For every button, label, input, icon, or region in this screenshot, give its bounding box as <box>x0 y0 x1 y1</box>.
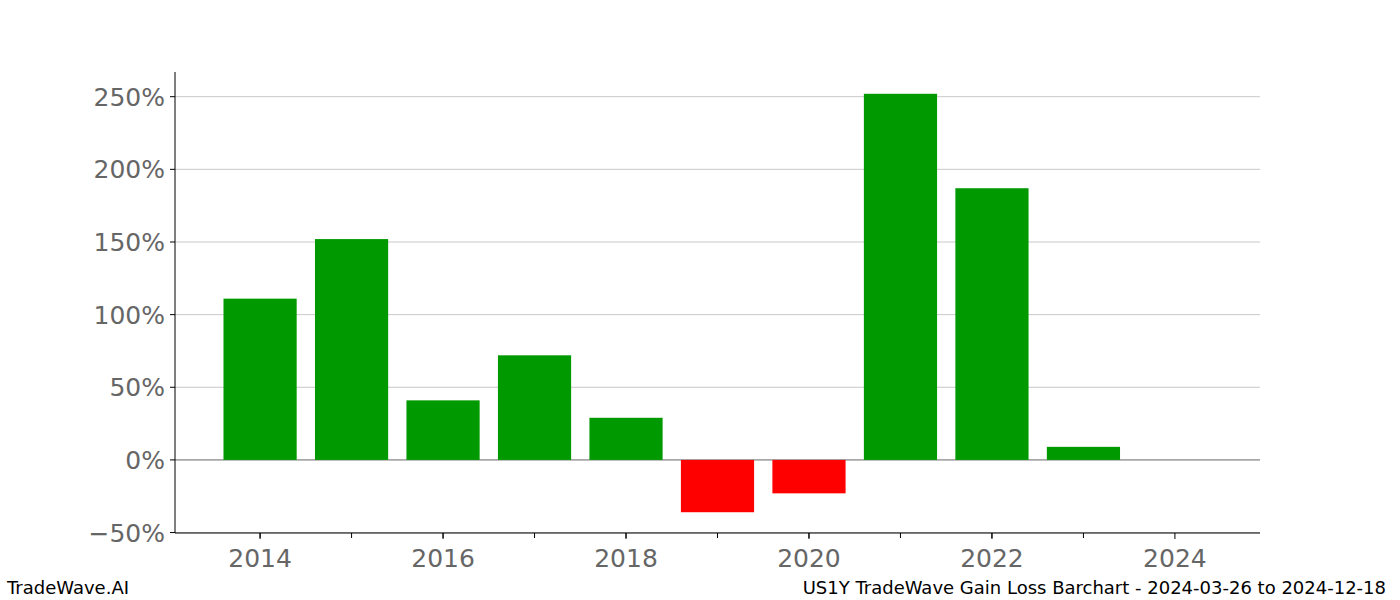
x-tick-label: 2024 <box>1143 544 1207 573</box>
y-tick <box>170 459 175 460</box>
grid-line <box>175 532 1260 533</box>
x-tick <box>808 533 809 539</box>
bar <box>315 239 388 460</box>
bar <box>589 418 662 460</box>
x-tick <box>991 533 992 539</box>
y-axis <box>175 72 176 533</box>
y-tick-label: 200% <box>94 155 165 184</box>
x-minor-tick <box>900 533 901 538</box>
grid-line <box>175 169 1260 170</box>
y-tick <box>170 241 175 242</box>
bar <box>223 299 296 460</box>
x-tick-label: 2020 <box>777 544 841 573</box>
y-tick-label: 250% <box>94 83 165 112</box>
y-tick-label: −50% <box>88 519 165 548</box>
x-minor-tick <box>991 533 992 538</box>
x-minor-tick <box>626 533 627 538</box>
title: US1Y TradeWave Gain Loss Barchart - 2024… <box>803 577 1386 598</box>
y-tick-label: 0% <box>125 446 165 475</box>
x-tick <box>1174 533 1175 539</box>
y-tick-label: 100% <box>94 301 165 330</box>
chart: −50% 0% 50% 100% 150% 200% 250% 2014 2016 2018 202… <box>0 0 1400 600</box>
grid-line <box>175 96 1260 97</box>
x-tick <box>626 533 627 539</box>
x-tick-label: 2022 <box>960 544 1024 573</box>
y-tick <box>170 387 175 388</box>
x-tick <box>260 533 261 539</box>
y-tick <box>170 96 175 97</box>
y-tick-label: 150% <box>94 228 165 257</box>
x-minor-tick <box>443 533 444 538</box>
x-minor-tick <box>260 533 261 538</box>
y-tick <box>170 314 175 315</box>
bar <box>681 460 754 512</box>
y-tick <box>170 532 175 533</box>
source: TradeWave.AI <box>6 577 129 598</box>
bar <box>864 94 937 460</box>
bar <box>1047 447 1120 460</box>
bar <box>498 355 571 460</box>
x-minor-tick <box>1083 533 1084 538</box>
x-axis <box>175 533 1260 534</box>
x-minor-tick <box>351 533 352 538</box>
x-minor-tick <box>534 533 535 538</box>
x-tick <box>443 533 444 539</box>
x-minor-tick <box>717 533 718 538</box>
x-tick-label: 2014 <box>228 544 292 573</box>
bar <box>955 188 1028 460</box>
x-tick-label: 2018 <box>594 544 658 573</box>
bar <box>772 460 845 493</box>
x-minor-tick <box>808 533 809 538</box>
bar <box>406 400 479 460</box>
x-tick-label: 2016 <box>411 544 475 573</box>
y-tick-label: 50% <box>109 373 165 402</box>
bars <box>223 94 1120 512</box>
y-tick <box>170 169 175 170</box>
